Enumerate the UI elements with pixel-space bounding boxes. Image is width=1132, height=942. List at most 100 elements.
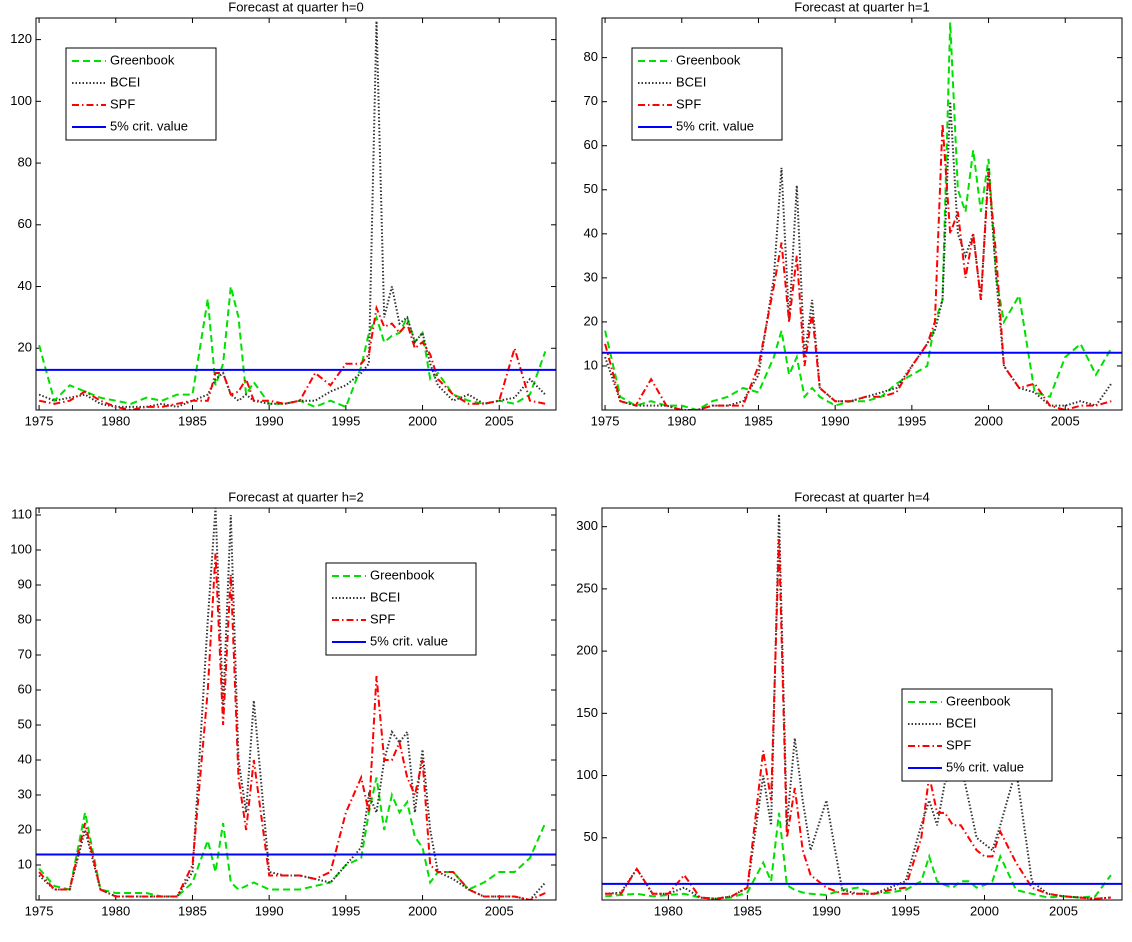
y-tick-label: 150 [576,705,598,720]
y-tick-label: 30 [584,269,598,284]
y-tick-label: 10 [584,357,598,372]
legend-label: BCEI [370,589,400,604]
plot-frame [35,507,557,901]
y-tick-label: 200 [576,643,598,658]
series-line [605,539,1111,900]
y-tick-label: 50 [584,829,598,844]
y-tick-label: 90 [18,576,32,591]
panel: Forecast at quarter h=1 10 20 30 40 50 60 70 80 1… [584,0,1123,428]
y-tick-label: 60 [18,216,32,231]
x-tick-label: 1985 [178,903,207,918]
x-tick-label: 1980 [101,413,130,428]
plot-lines [602,22,1122,410]
y-tick-label: 10 [18,856,32,871]
y-tick-label: 120 [10,31,32,46]
plot-lines [36,508,556,900]
y-tick-label: 60 [584,137,598,152]
legend: Greenbook BCEI SPF 5% crit. value [631,47,783,141]
legend-label: 5% crit. value [946,759,1024,774]
y-tick-label: 110 [11,506,32,521]
legend-box [65,47,217,141]
x-tick-label: 1990 [255,413,284,428]
legend-label: Greenbook [676,52,741,67]
chart-title: Forecast at quarter h=4 [794,489,930,504]
series-line [604,101,1113,410]
y-tick-label: 30 [18,786,32,801]
legend: Greenbook BCEI SPF 5% crit. value [65,47,217,141]
y-tick-label: 70 [18,646,32,661]
panel: Forecast at quarter h=2 10 20 30 40 50 60 70 80 9… [10,489,557,918]
x-tick-label: 1975 [25,903,54,918]
x-tick-label: 1995 [891,903,920,918]
x-tick-label: 1975 [25,413,54,428]
series-line [605,812,1112,900]
plot-frame [35,17,557,411]
x-tick-label: 1995 [331,413,360,428]
x-tick-label: 1990 [812,903,841,918]
x-tick-label: 2005 [1051,413,1080,428]
y-tick-label: 100 [10,93,32,108]
legend: Greenbook BCEI SPF 5% crit. value [901,688,1053,782]
plot-lines [36,21,556,410]
legend-label: 5% crit. value [370,633,448,648]
x-tick-label: 1985 [178,413,207,428]
legend-box [631,47,783,141]
panel: Forecast at quarter h=4 50 100 150 200 250 300… [576,489,1123,918]
y-tick-label: 50 [18,716,32,731]
chart-title: Forecast at quarter h=1 [794,0,930,14]
series-line [38,304,546,410]
y-tick-label: 50 [584,181,598,196]
y-tick-label: 20 [18,821,32,836]
legend-label: BCEI [110,74,140,89]
legend-label: Greenbook [946,693,1011,708]
legend-label: SPF [370,611,395,626]
chart-title: Forecast at quarter h=2 [228,489,364,504]
plot-lines [602,514,1122,900]
y-tick-label: 100 [576,767,598,782]
x-tick-label: 1980 [667,413,696,428]
legend-label: SPF [676,96,701,111]
legend-label: SPF [946,737,971,752]
panel: Forecast at quarter h=0 20 40 60 80 100 120 197… [10,0,557,428]
x-tick-label: 1980 [101,903,130,918]
y-tick-label: 40 [584,225,598,240]
y-tick-label: 250 [576,580,598,595]
x-tick-label: 1990 [255,903,284,918]
x-tick-label: 2000 [408,413,437,428]
legend-label: SPF [110,96,135,111]
x-tick-label: 2000 [974,413,1003,428]
legend-label: 5% crit. value [110,118,188,133]
x-tick-label: 1990 [821,413,850,428]
series-line [38,777,547,898]
legend-label: BCEI [946,715,976,730]
series-line [604,123,1112,410]
x-tick-label: 2005 [485,903,514,918]
x-tick-label: 1985 [733,903,762,918]
x-tick-label: 1975 [591,413,620,428]
y-tick-label: 40 [18,751,32,766]
series-line [38,286,547,409]
x-tick-label: 2005 [485,413,514,428]
y-tick-label: 80 [18,611,32,626]
legend: Greenbook BCEI SPF 5% crit. value [325,562,477,656]
x-tick-label: 1995 [331,903,360,918]
plot-frame [601,507,1123,901]
y-tick-label: 80 [18,155,32,170]
legend-label: Greenbook [370,567,435,582]
series-line [38,553,546,900]
y-tick-label: 100 [10,541,32,556]
legend-box [325,562,477,656]
chart-title: Forecast at quarter h=0 [228,0,364,14]
y-tick-label: 40 [18,278,32,293]
y-tick-label: 20 [584,313,598,328]
y-tick-label: 300 [576,518,598,533]
x-tick-label: 1980 [654,903,683,918]
y-tick-label: 80 [584,49,598,64]
y-tick-label: 60 [18,681,32,696]
series-line [604,22,1113,410]
legend-label: 5% crit. value [676,118,754,133]
x-tick-label: 2000 [408,903,437,918]
legend-label: Greenbook [110,52,175,67]
x-tick-label: 2005 [1049,903,1078,918]
